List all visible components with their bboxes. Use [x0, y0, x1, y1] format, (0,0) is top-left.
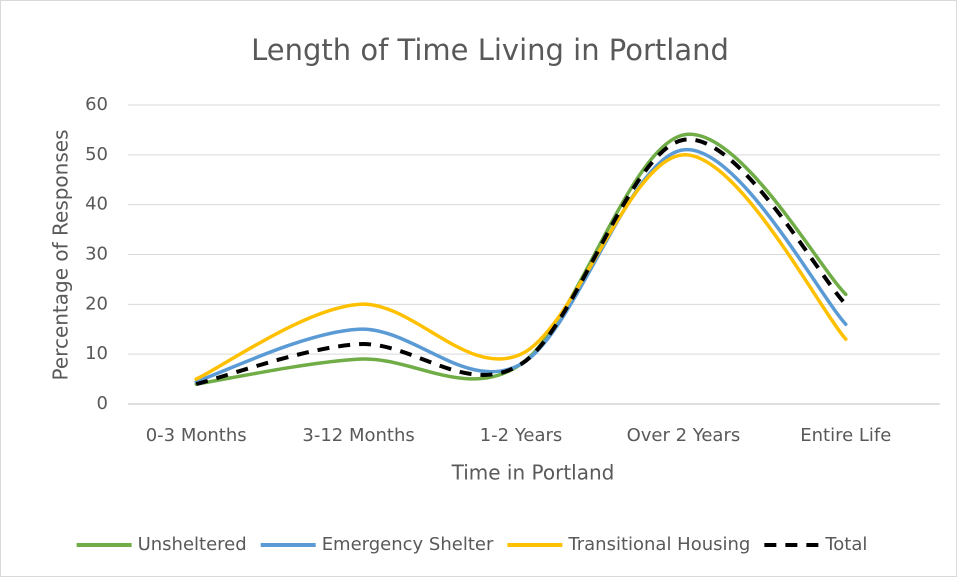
chart-title: Length of Time Living in Portland [251, 33, 729, 67]
x-tick-label: Entire Life [800, 425, 891, 446]
legend-label: Emergency Shelter [322, 534, 494, 555]
y-tick-label: 40 [85, 194, 108, 215]
y-tick-label: 10 [85, 343, 108, 364]
series-line [195, 137, 848, 387]
series-line [194, 153, 848, 381]
legend-label: Unsheltered [138, 534, 247, 555]
x-tick-label: 1-2 Years [480, 425, 563, 446]
x-tick-label: 3-12 Months [302, 425, 414, 446]
x-tick-label: Over 2 Years [627, 425, 741, 446]
x-tick-label: 0-3 Months [146, 425, 247, 446]
x-axis-label: Time in Portland [451, 461, 615, 485]
y-axis-label: Percentage of Responses [49, 130, 73, 381]
legend-label: Transitional Housing [567, 534, 750, 555]
legend-label: Total [824, 534, 867, 555]
series-line [194, 132, 848, 386]
y-tick-label: 20 [85, 293, 108, 314]
y-tick-label: 30 [85, 244, 108, 265]
y-tick-label: 60 [85, 94, 108, 115]
y-tick-label: 0 [97, 393, 108, 414]
y-tick-label: 50 [85, 144, 108, 165]
